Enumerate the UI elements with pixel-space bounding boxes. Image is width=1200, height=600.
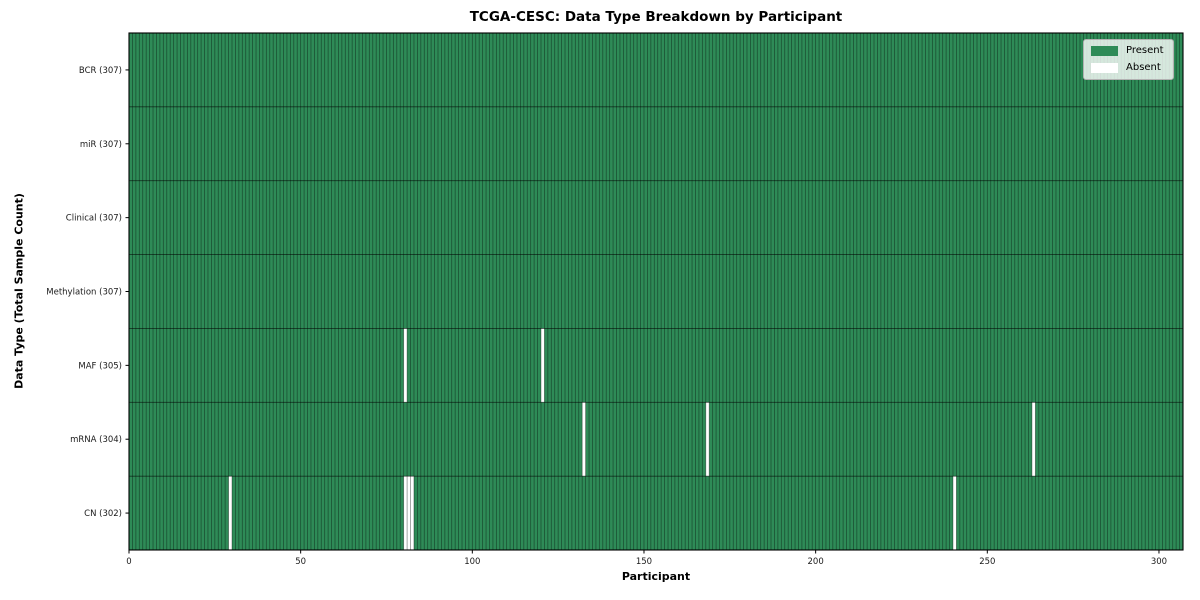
legend-swatch-present: [1091, 46, 1118, 56]
svg-text:MAF (305): MAF (305): [78, 361, 122, 371]
legend-label-absent: Absent: [1126, 62, 1161, 73]
svg-text:150: 150: [636, 557, 652, 567]
legend-item-absent: Absent: [1091, 63, 1164, 73]
svg-text:mRNA (304): mRNA (304): [70, 435, 122, 445]
legend: Present Absent: [1083, 39, 1174, 80]
svg-text:Methylation (307): Methylation (307): [46, 288, 122, 298]
svg-text:300: 300: [1151, 557, 1167, 567]
x-axis-label: Participant: [621, 570, 691, 583]
svg-text:miR (307): miR (307): [80, 140, 122, 150]
svg-text:CN (302): CN (302): [84, 509, 122, 519]
svg-text:200: 200: [808, 557, 824, 567]
legend-label-present: Present: [1126, 45, 1164, 56]
svg-text:100: 100: [464, 557, 480, 567]
svg-text:50: 50: [295, 557, 306, 567]
svg-text:0: 0: [126, 557, 131, 567]
svg-text:250: 250: [979, 557, 995, 567]
chart-title: TCGA-CESC: Data Type Breakdown by Partic…: [469, 9, 843, 25]
legend-item-present: Present: [1091, 46, 1164, 56]
svg-text:BCR (307): BCR (307): [79, 66, 122, 76]
svg-text:Clinical (307): Clinical (307): [66, 214, 122, 224]
legend-swatch-absent: [1091, 63, 1118, 73]
